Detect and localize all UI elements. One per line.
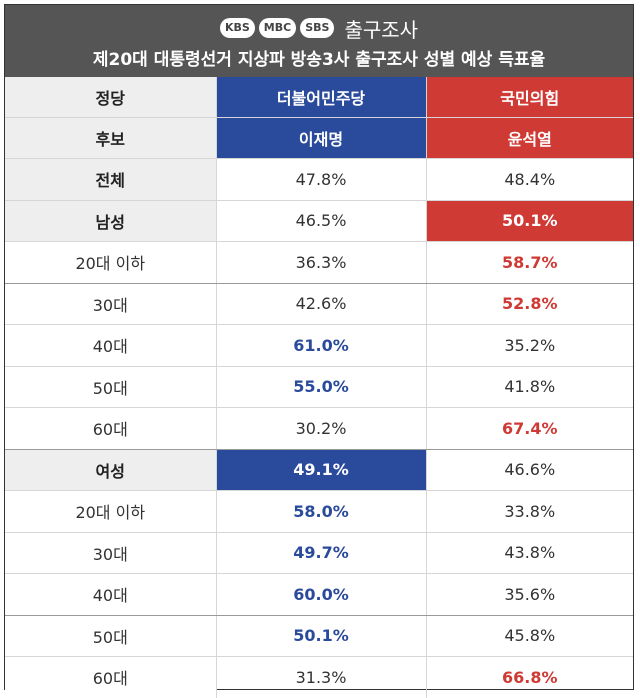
table-row: 60대 30.2% 67.4% <box>5 407 633 450</box>
value-yoon: 58.7% <box>426 241 633 284</box>
candidate-yoon: 윤석열 <box>426 117 633 159</box>
value-lee: 58.0% <box>216 490 427 533</box>
value-lee: 30.2% <box>216 407 427 450</box>
row-label: 50대 <box>5 366 217 408</box>
candidate-lee: 이재명 <box>216 117 427 159</box>
row-label: 30대 <box>5 532 217 574</box>
logo-title: 출구조사 <box>344 17 419 42</box>
table-row: 50대 55.0% 41.8% <box>5 366 633 408</box>
row-label: 여성 <box>5 449 217 491</box>
table-row: 40대 61.0% 35.2% <box>5 324 633 367</box>
page-title: 제20대 대통령선거 지상파 방송3사 출구조사 성별 예상 득표율 <box>92 50 546 70</box>
table-row: 60대 31.3% 66.8% <box>5 656 633 698</box>
party-ppp: 국민의힘 <box>426 77 633 118</box>
table-row: 30대 49.7% 43.8% <box>5 532 633 574</box>
party-democratic: 더불어민주당 <box>216 77 427 118</box>
kbs-logo: KBS <box>219 18 255 38</box>
table-row: 20대 이하 58.0% 33.8% <box>5 490 633 533</box>
row-label: 50대 <box>5 615 217 657</box>
value-lee: 42.6% <box>216 283 427 325</box>
exit-poll-panel: KBS MBC SBS 출구조사 제20대 대통령선거 지상파 방송3사 출구조… <box>4 4 634 698</box>
value-lee: 60.0% <box>216 573 427 616</box>
value-lee: 31.3% <box>216 656 427 698</box>
value-yoon: 67.4% <box>426 407 633 450</box>
row-label: 40대 <box>5 573 217 616</box>
table-row-total: 전체 47.8% 48.4% <box>5 158 633 201</box>
table-row: 30대 42.6% 52.8% <box>5 283 633 325</box>
row-label: 전체 <box>5 158 217 201</box>
value-yoon: 35.2% <box>426 324 633 367</box>
row-label: 남성 <box>5 200 217 242</box>
results-table: 정당 더불어민주당 국민의힘 후보 이재명 윤석열 전체 47.8% 48.4%… <box>5 77 633 698</box>
sbs-logo: SBS <box>300 18 335 38</box>
value-yoon: 48.4% <box>426 158 633 201</box>
value-lee: 47.8% <box>216 158 427 201</box>
party-label: 정당 <box>5 77 217 118</box>
candidate-label: 후보 <box>5 117 217 159</box>
value-yoon: 46.6% <box>426 449 633 491</box>
value-lee: 36.3% <box>216 241 427 284</box>
table-row-female: 여성 49.1% 46.6% <box>5 449 633 491</box>
row-label: 60대 <box>5 407 217 450</box>
value-yoon: 50.1% <box>426 200 633 242</box>
row-label: 20대 이하 <box>5 490 217 533</box>
party-row: 정당 더불어민주당 국민의힘 <box>5 77 633 118</box>
table-row: 40대 60.0% 35.6% <box>5 573 633 616</box>
table-row: 20대 이하 36.3% 58.7% <box>5 241 633 284</box>
value-yoon: 66.8% <box>501 667 558 687</box>
table-row-male: 남성 46.5% 50.1% <box>5 200 633 242</box>
value-lee: 61.0% <box>216 324 427 367</box>
row-label: 20대 이하 <box>5 241 217 284</box>
table-row: 50대 50.1% 45.8% <box>5 615 633 657</box>
candidate-row: 후보 이재명 윤석열 <box>5 117 633 159</box>
value-yoon: 52.8% <box>426 283 633 325</box>
value-yoon: 33.8% <box>426 490 633 533</box>
value-yoon: 43.8% <box>426 532 633 574</box>
mbc-logo: MBC <box>258 18 297 38</box>
value-yoon: 41.8% <box>426 366 633 408</box>
value-lee: 50.1% <box>216 615 427 657</box>
value-lee: 49.1% <box>216 449 427 491</box>
header-banner: KBS MBC SBS 출구조사 제20대 대통령선거 지상파 방송3사 출구조… <box>5 5 633 77</box>
value-lee: 55.0% <box>216 366 427 408</box>
row-label: 40대 <box>5 324 217 367</box>
row-label: 30대 <box>5 283 217 325</box>
value-yoon: 35.6% <box>426 573 633 616</box>
value-lee: 49.7% <box>216 532 427 574</box>
value-yoon: 45.8% <box>426 615 633 657</box>
value-lee: 46.5% <box>216 200 427 242</box>
row-label: 60대 <box>5 656 217 698</box>
broadcaster-logos: KBS MBC SBS 출구조사 <box>5 13 633 43</box>
